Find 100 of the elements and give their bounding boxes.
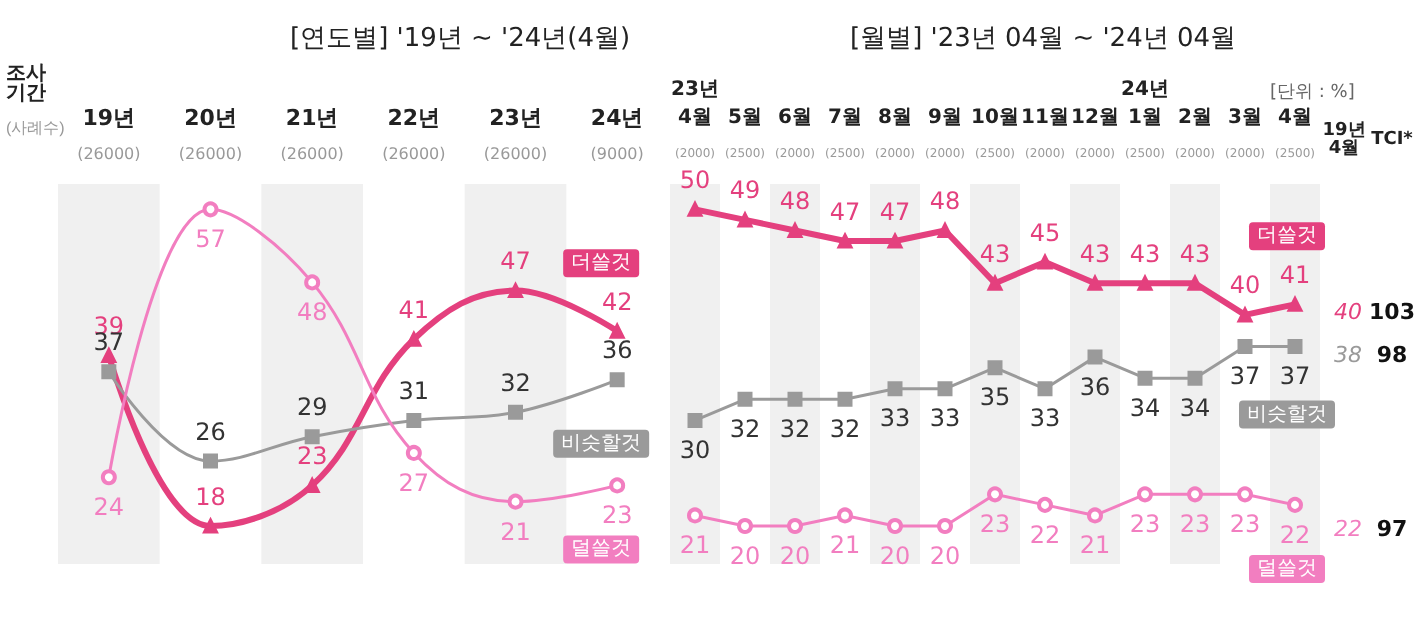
point [507,493,524,510]
point [609,372,625,388]
point [304,274,321,291]
data-label: 34 [1129,393,1161,422]
point [100,469,117,486]
data-label: 34 [1179,393,1211,422]
point [887,381,903,397]
data-label: 32 [500,368,531,397]
point [737,391,753,407]
data-label: 23 [1229,510,1261,539]
point [1237,486,1253,503]
point [406,412,422,428]
series-label: 더쓸것 [571,252,632,275]
data-label: 21 [829,531,861,560]
data-label: 18 [195,482,226,511]
data-label: 33 [929,404,961,433]
data-label: 48 [296,298,328,327]
point [887,233,903,249]
point [609,477,626,494]
point [203,518,218,534]
point [202,201,219,218]
data-label: 24 [93,493,125,522]
point [787,391,803,407]
text: 덜쓸것 [1257,557,1317,580]
point [937,518,953,534]
data-label: 26 [195,417,226,446]
data-label: 43 [979,239,1011,268]
text: 덜쓸것 [571,538,632,561]
point [737,518,753,534]
point [1237,307,1253,323]
point [937,222,953,238]
x-tick-label: 21년 (26000) [280,105,344,163]
point [1037,496,1053,513]
data-label: 20 [879,542,911,570]
point [508,283,523,299]
series-label: 비슷할것 [561,432,642,455]
data-label: 20 [929,542,961,570]
x-tick-label: 24년 (9000) [590,105,644,163]
point [1137,275,1153,291]
data-label: 36 [1079,372,1111,401]
x-tick-label: 19년 (26000) [77,105,141,163]
data-label: 23 [296,441,328,470]
chart-title: [연도별] '19년 ~ '24년(4월) [290,24,631,54]
data-label: 23 [601,501,633,530]
data-label: 37 [1229,362,1261,391]
point [508,404,523,420]
point [837,391,853,407]
data-label: 36 [601,336,633,365]
point [837,233,853,249]
data-label: 40 [1229,271,1261,300]
text: 더쓸것 [1257,225,1317,248]
data-label: 47 [879,197,911,226]
data-label: 48 [929,186,961,215]
data-label: 32 [829,414,861,443]
data-label: 33 [879,404,911,433]
data-label: 48 [779,186,811,215]
point [1137,486,1153,503]
point [405,444,422,461]
x-tick-label: 22년 (26000) [382,105,446,163]
data-label: 32 [779,414,811,443]
data-label: 47 [829,197,861,226]
data-label: 21 [500,517,531,546]
point [304,429,320,445]
data-label: 35 [979,383,1011,412]
point [737,212,753,228]
data-label: 23 [1179,510,1211,539]
text: 40 [1334,299,1362,326]
point [887,518,903,534]
data-label: 45 [1029,218,1061,247]
data-label: 49 [729,176,761,205]
x-tick-label: 20년 (26000) [178,105,243,163]
text: 38 [1334,341,1362,368]
x-tick-label: 23년 (26000) [483,105,548,163]
data-label: 27 [398,468,430,497]
text: 비슷할것 [1247,403,1327,426]
data-label: 41 [1279,260,1311,289]
point [937,381,953,397]
point [787,518,803,534]
data-label: 23 [979,510,1011,539]
text: 103 [1369,299,1415,326]
data-label: 21 [1079,531,1111,560]
data-label: 43 [1079,239,1111,268]
point [1137,370,1153,386]
text: 조사 기간 [6,63,46,105]
data-label: 31 [398,376,430,405]
point [101,364,117,380]
data-label: 22 [1279,520,1311,549]
data-label: 43 [1129,239,1161,268]
point [787,222,803,238]
data-label: 21 [679,531,711,560]
point [1237,339,1253,355]
data-label: 50 [679,165,711,194]
data-label: 43 [1179,239,1211,268]
data-label: 29 [296,393,328,422]
point [837,507,853,524]
data-label: 57 [195,225,226,254]
data-label: 20 [779,542,811,570]
point [609,323,625,339]
point [1037,381,1053,397]
point [406,331,422,347]
